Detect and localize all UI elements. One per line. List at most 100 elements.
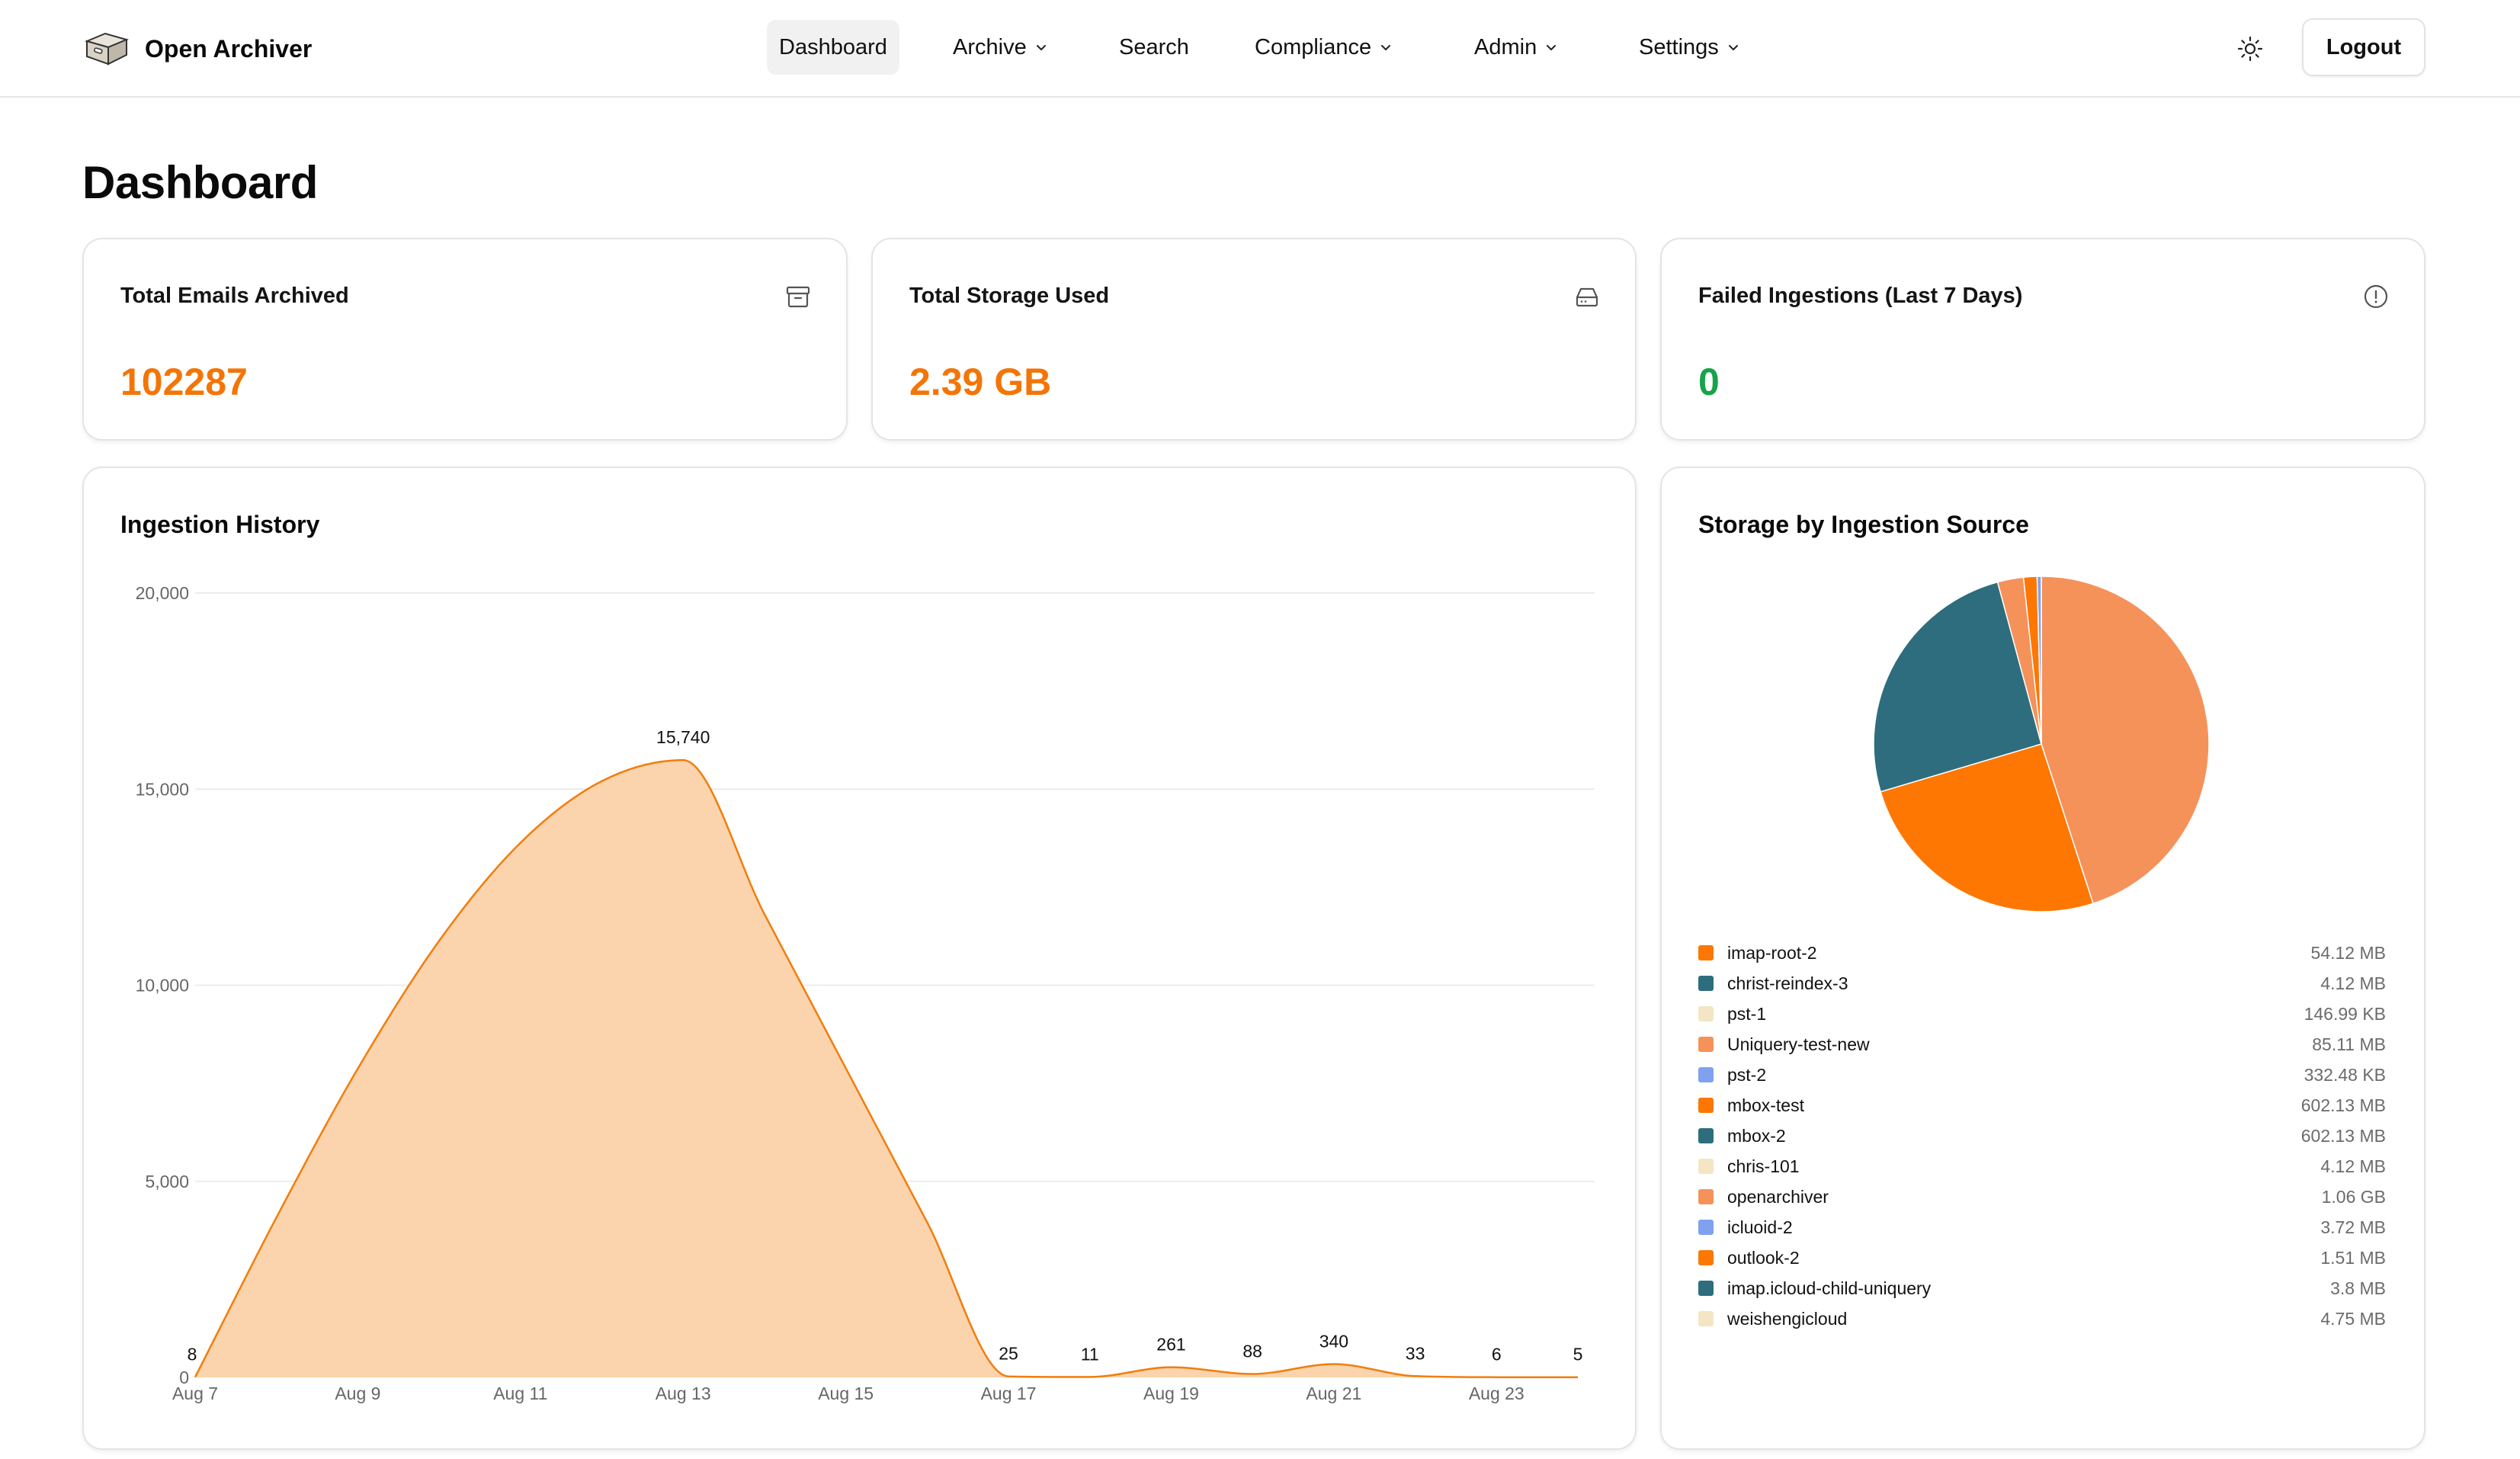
legend-size: 4.75 MB <box>2320 1308 2386 1329</box>
nav-dashboard[interactable]: Dashboard <box>767 20 899 75</box>
stat-label: Total Emails Archived <box>120 284 349 308</box>
x-tick-label: Aug 17 <box>981 1384 1037 1403</box>
legend-name: outlook-2 <box>1727 1247 1800 1268</box>
nav-label: Dashboard <box>779 34 887 59</box>
archive-box-icon <box>786 286 810 308</box>
legend-item: pst-2 332.48 KB <box>1698 1060 2386 1090</box>
legend-size: 54.12 MB <box>2310 942 2386 963</box>
nav-label: Compliance <box>1255 34 1372 59</box>
x-tick-label: Aug 9 <box>335 1384 380 1403</box>
nav-archive[interactable]: Archive <box>941 20 1060 75</box>
stat-card-total-storage: Total Storage Used 2.39 GB <box>871 238 1637 441</box>
legend-name: christ-reindex-3 <box>1727 973 1848 993</box>
nav-search[interactable]: Search <box>1107 20 1201 75</box>
x-tick-label: Aug 15 <box>818 1384 874 1403</box>
pie-slice[interactable] <box>1880 743 2094 912</box>
y-tick-label: 0 <box>179 1368 189 1387</box>
nav-label: Archive <box>953 34 1027 59</box>
legend-item: imap.icloud-child-uniquery 3.8 MB <box>1698 1273 2386 1303</box>
alert-circle-icon <box>2364 284 2388 309</box>
data-label: 25 <box>999 1344 1018 1364</box>
panel-title: Ingestion History <box>120 511 320 538</box>
legend-size: 85.11 MB <box>2312 1034 2386 1054</box>
legend-name: mbox-test <box>1727 1095 1804 1115</box>
legend-name: Uniquery-test-new <box>1727 1034 1870 1054</box>
brand[interactable]: Open Archiver <box>82 26 312 72</box>
top-navigation-bar: Open Archiver Dashboard Archive Search C… <box>0 0 2520 98</box>
theme-toggle-button[interactable] <box>2230 29 2270 69</box>
hard-drive-icon <box>1576 287 1598 307</box>
x-tick-label: Aug 11 <box>493 1384 547 1403</box>
nav-compliance[interactable]: Compliance <box>1242 20 1405 75</box>
storage-by-source-card: Storage by Ingestion Source imap-root-2 5… <box>1660 467 2425 1450</box>
y-tick-label: 15,000 <box>136 779 189 799</box>
legend-name: pst-1 <box>1727 1003 1767 1024</box>
stat-label: Total Storage Used <box>909 284 1110 308</box>
legend-size: 3.8 MB <box>2330 1278 2386 1298</box>
data-label: 6 <box>1492 1345 1502 1364</box>
x-tick-label: Aug 21 <box>1306 1384 1361 1403</box>
legend-size: 1.06 GB <box>2321 1186 2386 1207</box>
legend-item: Uniquery-test-new 85.11 MB <box>1698 1029 2386 1060</box>
legend-size: 602.13 MB <box>2300 1125 2386 1146</box>
legend-item: mbox-2 602.13 MB <box>1698 1121 2386 1151</box>
data-label: 15,740 <box>656 727 710 747</box>
app-name: Open Archiver <box>145 34 313 63</box>
data-label: 88 <box>1242 1341 1262 1361</box>
legend-item: pst-1 146.99 KB <box>1698 999 2386 1029</box>
x-tick-label: Aug 13 <box>656 1384 711 1403</box>
legend-swatch <box>1698 1311 1714 1326</box>
x-tick-label: Aug 7 <box>172 1384 218 1403</box>
y-tick-label: 5,000 <box>145 1172 189 1191</box>
legend-swatch <box>1698 976 1714 991</box>
legend-name: imap-root-2 <box>1727 942 1817 963</box>
pie-slice[interactable] <box>2036 576 2042 745</box>
legend-size: 1.51 MB <box>2320 1247 2386 1268</box>
logout-button[interactable]: Logout <box>2302 18 2425 76</box>
legend-size: 3.72 MB <box>2320 1217 2386 1237</box>
legend-swatch <box>1698 1067 1714 1082</box>
nav-settings[interactable]: Settings <box>1627 20 1752 75</box>
legend-swatch <box>1698 1159 1714 1174</box>
data-label: 33 <box>1406 1343 1425 1363</box>
y-tick-label: 20,000 <box>136 583 189 603</box>
stat-card-total-emails: Total Emails Archived 102287 <box>82 238 848 441</box>
pie-slice[interactable] <box>2041 576 2210 905</box>
legend-item: christ-reindex-3 4.12 MB <box>1698 968 2386 999</box>
y-tick-label: 10,000 <box>136 976 189 996</box>
page-title: Dashboard <box>82 157 318 208</box>
legend-item: openarchiver 1.06 GB <box>1698 1182 2386 1212</box>
chevron-down-icon <box>1547 45 1557 50</box>
sun-icon <box>2237 36 2263 62</box>
chevron-down-icon <box>1036 45 1046 50</box>
stat-label: Failed Ingestions (Last 7 Days) <box>1698 284 2023 308</box>
legend-swatch <box>1698 1250 1714 1265</box>
legend-item: outlook-2 1.51 MB <box>1698 1243 2386 1273</box>
legend-item: chris-101 4.12 MB <box>1698 1151 2386 1182</box>
legend-size: 602.13 MB <box>2300 1095 2386 1115</box>
legend-swatch <box>1698 1128 1714 1143</box>
data-label: 11 <box>1081 1344 1099 1364</box>
legend-size: 332.48 KB <box>2304 1064 2386 1085</box>
legend-item: icluoid-2 3.72 MB <box>1698 1212 2386 1243</box>
nav-label: Settings <box>1639 34 1719 59</box>
nav-admin[interactable]: Admin <box>1462 20 1570 75</box>
legend-item: imap-root-2 54.12 MB <box>1698 938 2386 968</box>
stat-value: 2.39 GB <box>909 361 1052 403</box>
legend-swatch <box>1698 1037 1714 1052</box>
legend-swatch <box>1698 1189 1714 1204</box>
legend-swatch <box>1698 1281 1714 1296</box>
stat-value: 0 <box>1698 361 1720 403</box>
storage-legend: imap-root-2 54.12 MB christ-reindex-3 4.12 … <box>1698 938 2386 1364</box>
x-tick-label: Aug 19 <box>1143 1384 1199 1403</box>
stat-card-failed-ingestions: Failed Ingestions (Last 7 Days) 0 <box>1660 238 2425 441</box>
legend-swatch <box>1698 1006 1714 1021</box>
ingestion-history-chart: 0 5,000 10,000 15,000 20,000 8 15,740 25 11 261 88… <box>136 583 1595 1403</box>
nav-label: Search <box>1119 34 1189 59</box>
data-label: 5 <box>1573 1345 1583 1364</box>
legend-name: pst-2 <box>1727 1064 1767 1085</box>
pie-slice[interactable] <box>1873 581 2042 793</box>
legend-name: imap.icloud-child-uniquery <box>1727 1278 1932 1298</box>
archive-box-logo-icon <box>84 32 130 66</box>
x-tick-label: Aug 23 <box>1469 1384 1525 1403</box>
